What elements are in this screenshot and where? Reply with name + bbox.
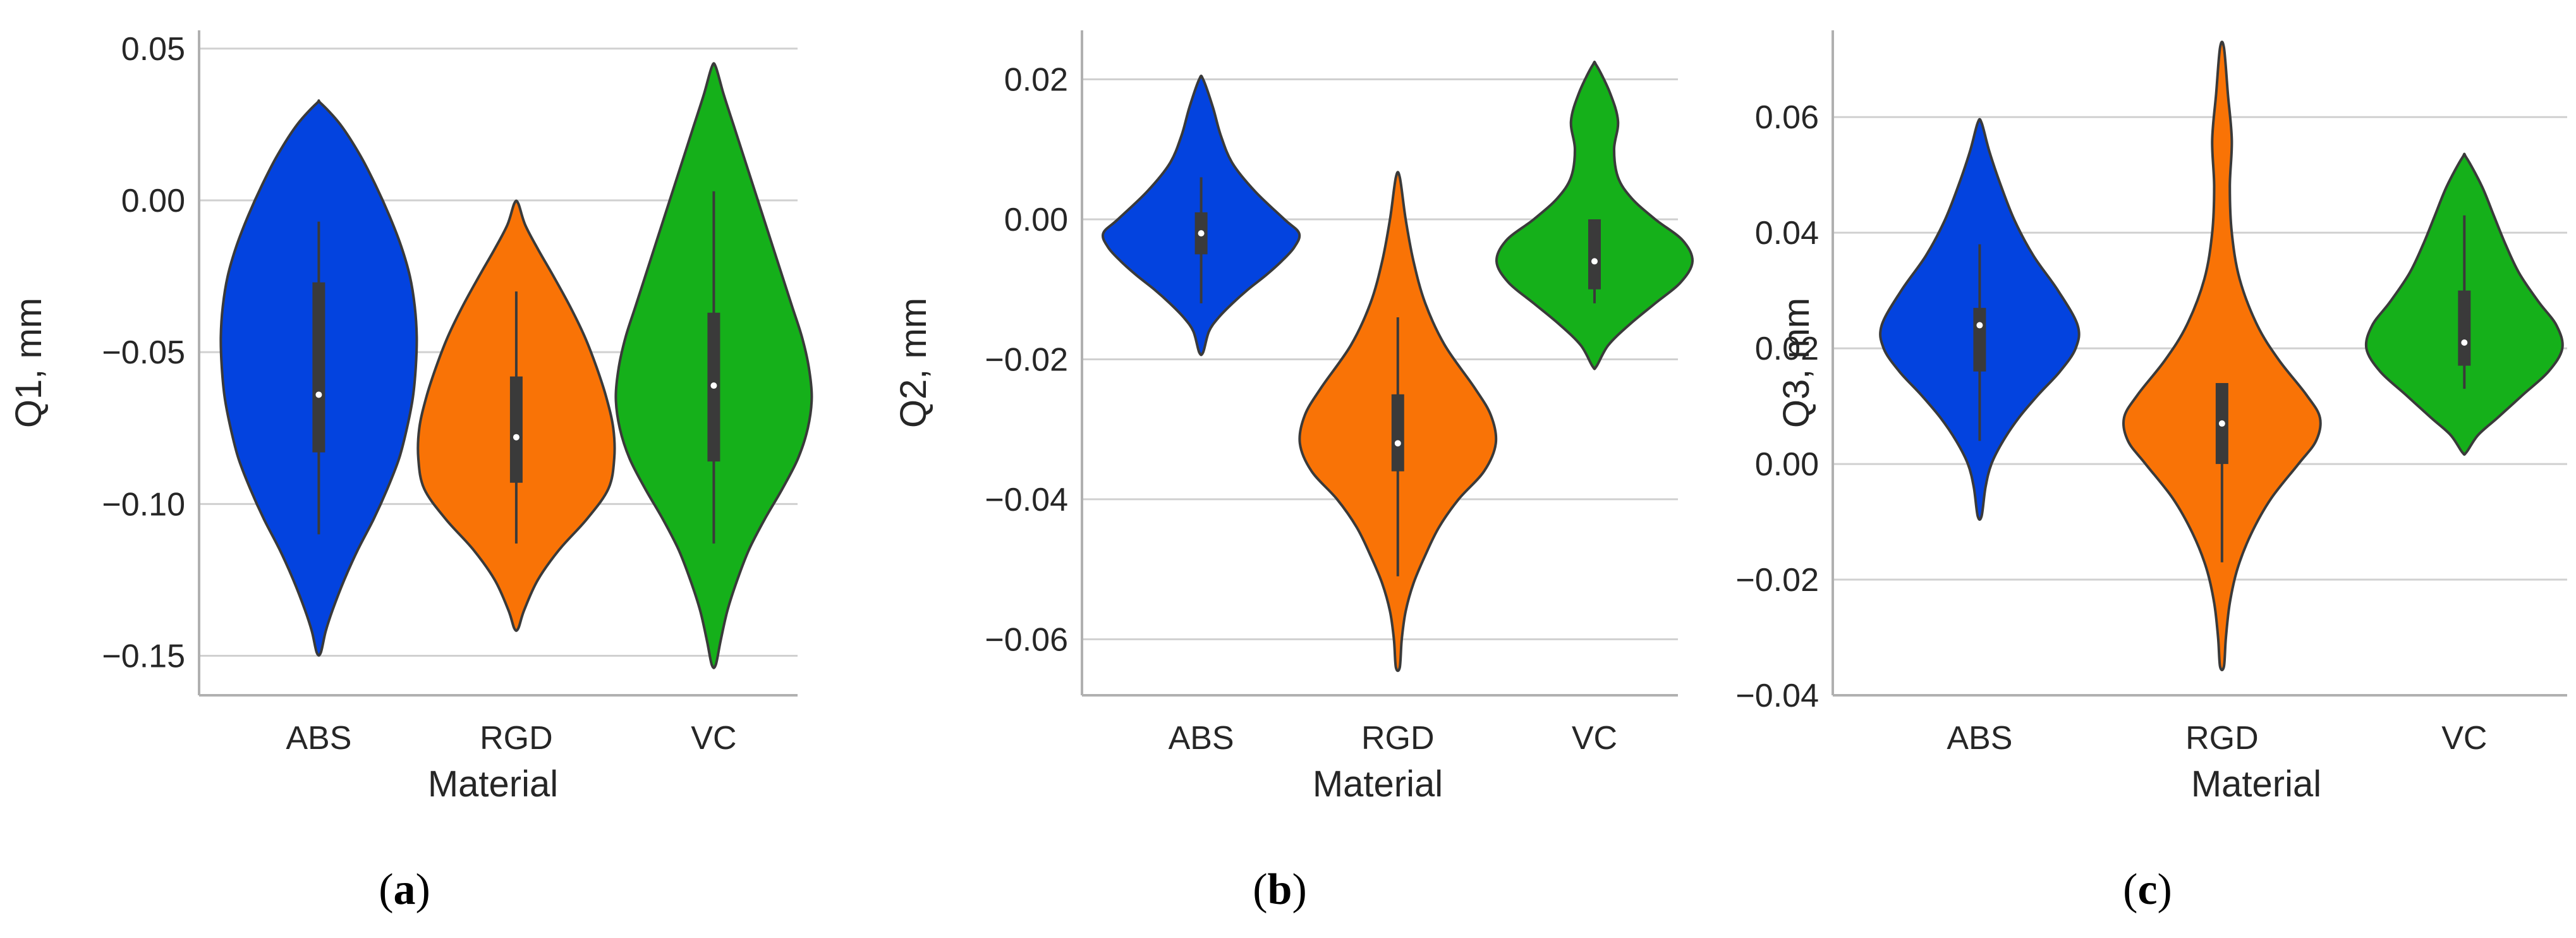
- panel-caption-letter: c: [2137, 865, 2157, 914]
- panel-caption: (a): [379, 865, 430, 914]
- panel-caption: (c): [2123, 865, 2172, 914]
- y-tick-label: −0.15: [102, 638, 185, 675]
- x-tick-label: RGD: [480, 720, 553, 757]
- iqr-box-abs: [312, 282, 325, 453]
- median-point-vc: [710, 382, 717, 389]
- y-tick-label: 0.04: [1755, 215, 1819, 252]
- x-tick-label: RGD: [1361, 720, 1435, 757]
- x-tick-label: ABS: [286, 720, 351, 757]
- median-point-rgd: [1394, 440, 1401, 447]
- x-axis-title: Material: [1313, 764, 1443, 805]
- chart-panel-a: 0.05 0.00 −0.05 −0.10 −0.15 ABS RGD VC Material Q…: [8, 30, 813, 914]
- median-point-vc: [1591, 258, 1598, 265]
- x-tick-label: VC: [2441, 720, 2487, 757]
- y-axis-title: Q2, mm: [893, 298, 934, 428]
- x-tick-label: VC: [1572, 720, 1617, 757]
- median-point-rgd: [2218, 420, 2225, 427]
- violin-rgd: [2122, 40, 2322, 671]
- y-tick-label: 0.02: [1755, 331, 1819, 367]
- chart-panel-c: 0.06 0.04 0.02 0.00 −0.02 −0.04 ABS RGD VC Materi…: [1735, 30, 2567, 914]
- y-tick-label: −0.10: [102, 486, 185, 523]
- iqr-box-rgd: [509, 376, 523, 483]
- median-point-abs: [1976, 322, 1983, 329]
- y-tick-label: −0.02: [1735, 562, 1819, 599]
- iqr-box-abs: [1973, 308, 1986, 372]
- iqr-box-vc: [2458, 290, 2471, 366]
- median-point-abs: [1198, 230, 1205, 237]
- y-tick-label: 0.05: [121, 31, 185, 68]
- x-axis-title: Material: [428, 764, 558, 805]
- median-point-vc: [2461, 339, 2468, 346]
- y-axis-title: Q1, mm: [8, 298, 49, 428]
- y-tick-label: 0.00: [1004, 202, 1068, 238]
- y-tick-label: −0.06: [985, 621, 1068, 658]
- y-tick-label: −0.05: [102, 334, 185, 371]
- y-tick-label: 0.00: [121, 183, 185, 219]
- iqr-box-vc: [1588, 219, 1601, 289]
- x-axis-title: Material: [2191, 764, 2321, 805]
- median-point-rgd: [513, 434, 519, 441]
- panel-caption-letter: a: [394, 865, 416, 914]
- iqr-box-rgd: [1391, 394, 1404, 472]
- x-tick-label: RGD: [2185, 720, 2259, 757]
- y-tick-label: 0.02: [1004, 62, 1068, 99]
- violin-vc: [1495, 60, 1694, 370]
- x-tick-label: ABS: [1169, 720, 1234, 757]
- y-tick-label: −0.02: [985, 341, 1068, 378]
- y-tick-label: −0.04: [985, 482, 1068, 518]
- panel-caption: (b): [1253, 865, 1307, 914]
- median-point-abs: [315, 391, 322, 398]
- x-tick-label: VC: [691, 720, 736, 757]
- y-tick-label: 0.00: [1755, 446, 1819, 483]
- y-axis-title: Q3, mm: [1776, 298, 1817, 428]
- chart-panel-b: 0.02 0.00 −0.02 −0.04 −0.06 ABS RGD VC Material Q…: [893, 30, 1694, 914]
- y-tick-label: 0.06: [1755, 99, 1819, 136]
- y-tick-label: −0.04: [1735, 678, 1819, 714]
- panel-caption-letter: b: [1268, 865, 1292, 914]
- x-tick-label: ABS: [1947, 720, 2012, 757]
